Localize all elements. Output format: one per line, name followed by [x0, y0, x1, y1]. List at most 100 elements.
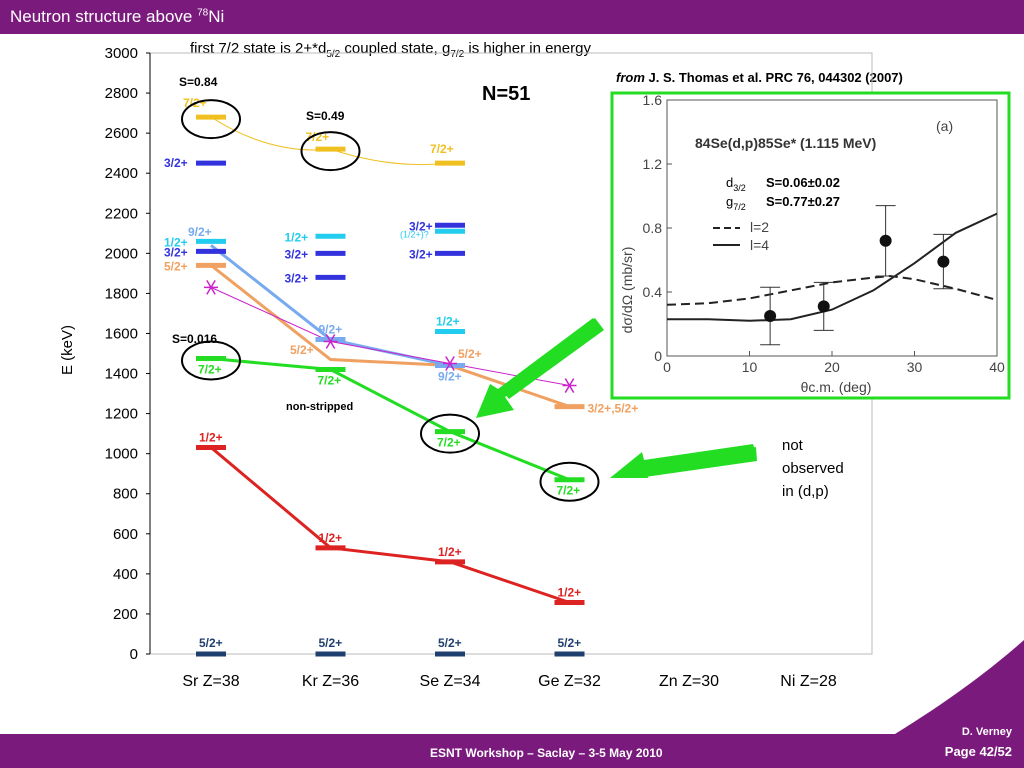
highlight-circle	[300, 131, 361, 172]
level-label: 1/2+	[558, 586, 582, 600]
footer-event: ESNT Workshop – Saclay – 3-5 May 2010	[430, 746, 663, 760]
inset-y-tick-label: 1.6	[643, 92, 663, 108]
spectroscopic-factor-label: S=0.77±0.27	[766, 194, 840, 209]
inset-series-line	[667, 212, 998, 322]
inset-x-tick-label: 30	[907, 359, 923, 375]
inset-x-tick-label: 40	[989, 359, 1005, 375]
inset-panel-label: (a)	[936, 118, 953, 134]
inset-x-tick-label: 10	[742, 359, 758, 375]
inset-y-tick-label: 0.8	[643, 220, 663, 236]
y-tick-label: 1400	[105, 366, 138, 383]
y-tick-label: 2400	[105, 165, 138, 182]
legend-entry: l=4	[750, 237, 769, 253]
y-tick-label: 1000	[105, 446, 138, 463]
y-tick-label: 800	[113, 486, 138, 503]
level-label: 3/2+	[164, 245, 188, 259]
arrow-shaft	[644, 447, 757, 477]
inset-y-tick-label: 0	[654, 348, 662, 364]
level-label: 3/2+	[164, 156, 188, 170]
level-label: 5/2+	[164, 259, 188, 273]
y-tick-label: 600	[113, 526, 138, 543]
inset-series-line	[666, 274, 998, 306]
highlight-circle	[181, 340, 241, 381]
level-label: 1/2+	[199, 430, 223, 444]
inset-reaction-label: 84Se(d,p)85Se* (1.115 MeV)	[695, 135, 876, 151]
y-tick-label: 2200	[105, 205, 138, 222]
level-label: 3/2+	[285, 247, 309, 261]
inset-y-tick-label: 0.4	[643, 284, 663, 300]
y-tick-label: 200	[113, 606, 138, 623]
level-label: 5/2+	[290, 343, 314, 357]
level-label: 3/2+	[409, 219, 433, 233]
level-label: 7/2+	[430, 142, 454, 156]
inset-y-tick-label: 1.2	[643, 156, 663, 172]
level-label: 7/2+	[557, 484, 581, 498]
non-stripped-label: non-stripped	[286, 401, 353, 413]
category-label: Zn Z=30	[659, 673, 719, 690]
chart-title: N=51	[482, 83, 530, 105]
y-tick-label: 1200	[105, 406, 138, 423]
star-marker	[323, 334, 338, 349]
level-label: 1/2+	[436, 314, 460, 328]
level-label: 7/2+	[318, 374, 342, 388]
spectroscopic-factor-label: S=0.06±0.02	[766, 175, 840, 190]
y-tick-label: 2600	[105, 125, 138, 142]
level-label: 9/2+	[438, 370, 462, 384]
level-label: 1/2+	[285, 230, 309, 244]
series-line	[210, 116, 451, 166]
level-label: 3/2+	[285, 271, 309, 285]
y-axis-label: E (keV)	[59, 325, 76, 375]
inset-frame	[610, 91, 1011, 400]
footer-bar	[0, 734, 1024, 768]
data-point	[817, 300, 830, 313]
highlight-circle	[539, 461, 600, 502]
arrow-shaft	[500, 318, 604, 399]
star-marker	[443, 356, 457, 371]
reference-text: from J. S. Thomas et al. PRC 76, 044302 …	[616, 70, 903, 85]
level-label: 9/2+	[319, 322, 343, 336]
y-tick-label: 2000	[105, 245, 138, 262]
not-observed-note: not observed in (d,p)	[782, 437, 844, 500]
category-label: Kr Z=36	[302, 673, 359, 690]
level-label: (1/2+)?	[400, 229, 429, 239]
star-marker	[562, 378, 577, 393]
spectroscopic-factor-label: S=0.84	[179, 75, 218, 89]
level-label: 5/2+	[438, 636, 462, 650]
star-marker	[204, 280, 218, 295]
y-tick-label: 3000	[105, 45, 138, 62]
category-label: Sr Z=38	[182, 673, 239, 690]
data-point	[937, 255, 950, 268]
level-label: 5/2+	[558, 636, 582, 650]
level-label: 1/2+	[438, 545, 462, 559]
series-line	[210, 446, 570, 604]
highlight-circle	[181, 99, 241, 140]
series-line	[210, 286, 570, 387]
title-bar: Neutron structure above 78Ni	[0, 0, 1024, 34]
level-label: 1/2+	[164, 235, 188, 249]
highlight-circle	[420, 413, 480, 454]
series-line	[210, 357, 571, 482]
page-number: Page 42/52	[944, 744, 1012, 759]
inset-x-tick-label: 20	[824, 359, 840, 375]
y-tick-label: 400	[113, 566, 138, 583]
legend-entry: l=2	[750, 219, 769, 235]
data-point	[764, 310, 777, 322]
category-label: Ni Z=28	[780, 673, 837, 690]
series-line	[210, 244, 451, 367]
y-tick-label: 2800	[105, 85, 138, 102]
inset-x-axis-label: θc.m. (deg)	[801, 379, 872, 395]
category-label: Se Z=34	[420, 673, 481, 690]
y-tick-label: 1800	[105, 285, 138, 302]
level-label: 1/2+	[319, 531, 343, 545]
category-label: Ge Z=32	[538, 673, 601, 690]
inset-x-tick-label: 0	[663, 359, 671, 375]
level-label: 5/2+	[319, 636, 343, 650]
level-label: 7/2+	[437, 436, 461, 450]
spectroscopic-factor-label: S=0.49	[306, 109, 345, 123]
footer-author: D. Verney	[961, 726, 1012, 738]
level-label: 7/2+	[198, 363, 222, 377]
level-label: 5/2+	[199, 636, 223, 650]
data-point	[879, 234, 892, 247]
level-label: 3/2+	[409, 247, 433, 261]
